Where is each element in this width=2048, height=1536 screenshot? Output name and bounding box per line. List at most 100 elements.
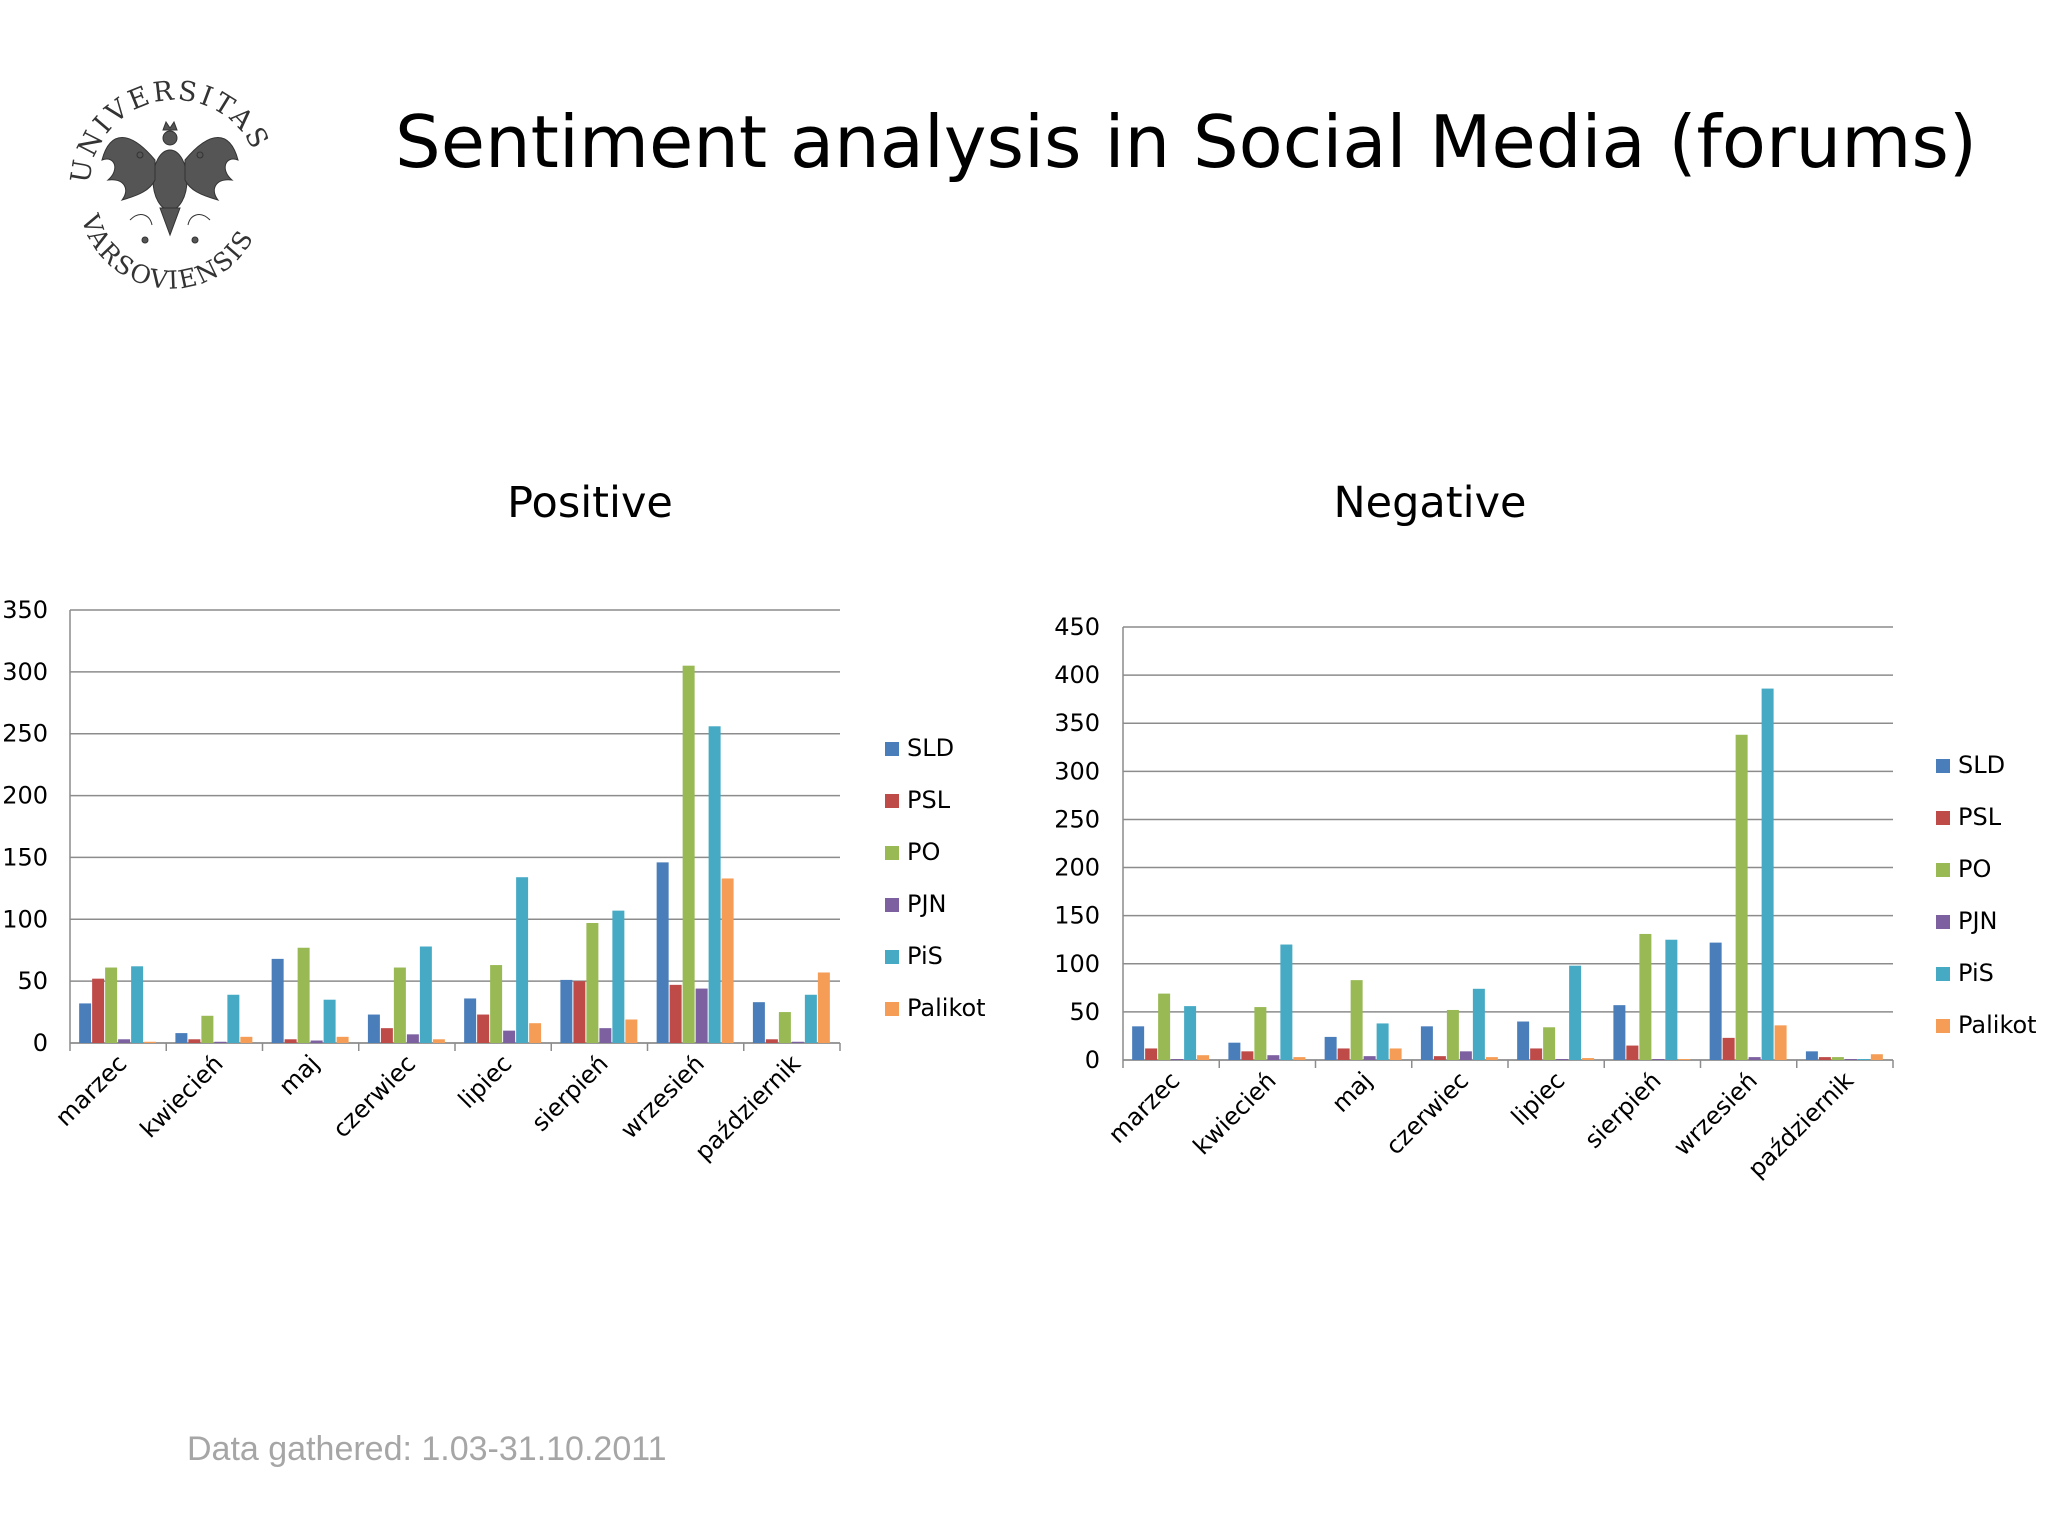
legend-label-pis: PiS — [907, 942, 943, 970]
bar-sld-pazdziernik — [752, 1002, 765, 1043]
bar-palikot-pazdziernik — [1870, 1054, 1883, 1060]
slide-title: Sentiment analysis in Social Media (foru… — [395, 100, 1977, 184]
legend-label-sld: SLD — [1958, 751, 2005, 779]
bar-sld-lipiec — [464, 998, 477, 1043]
bar-po-sierpien — [1639, 933, 1652, 1060]
bar-pjn-pazdziernik — [1844, 1059, 1857, 1060]
y-tick-label: 400 — [1054, 661, 1100, 689]
bar-psl-sierpien — [1626, 1045, 1639, 1060]
bar-psl-maj — [284, 1039, 297, 1043]
footnote: Data gathered: 1.03-31.10.2011 — [187, 1430, 667, 1468]
x-category-label: czerwiec — [1380, 1066, 1474, 1160]
bar-po-kwiecien — [1254, 1007, 1267, 1060]
y-tick-label: 50 — [1069, 998, 1100, 1026]
bar-sld-sierpien — [1613, 1005, 1626, 1060]
bar-pjn-pazdziernik — [791, 1041, 804, 1043]
legend-swatch-po — [1936, 863, 1950, 877]
bar-psl-pazdziernik — [765, 1039, 778, 1043]
legend-swatch-sld — [1936, 759, 1950, 773]
bar-pis-kwiecien — [1280, 944, 1293, 1060]
bar-psl-czerwiec — [380, 1028, 393, 1043]
bar-sld-wrzesien — [1709, 942, 1722, 1060]
legend-swatch-pjn — [885, 898, 899, 912]
bar-psl-wrzesien — [1722, 1037, 1735, 1060]
y-tick-label: 250 — [1054, 805, 1100, 833]
bar-sld-wrzesien — [656, 862, 669, 1043]
bar-psl-kwiecien — [188, 1039, 201, 1043]
bar-palikot-sierpien — [625, 1019, 638, 1043]
bar-pis-lipiec — [516, 877, 529, 1043]
bar-pis-sierpien — [1665, 939, 1678, 1060]
university-seal-logo: UNIVERSITAS VARSOVIENSIS — [65, 75, 272, 295]
bar-psl-lipiec — [1530, 1048, 1543, 1060]
bar-psl-sierpien — [573, 981, 586, 1043]
bar-po-maj — [1350, 980, 1363, 1060]
bar-sld-czerwiec — [367, 1014, 380, 1043]
bar-pis-kwiecien — [227, 994, 240, 1043]
bar-sld-sierpien — [560, 979, 573, 1043]
bar-pjn-marzec — [118, 1039, 131, 1043]
bar-po-marzec — [105, 967, 118, 1043]
legend-swatch-palikot — [885, 1002, 899, 1016]
legend-swatch-psl — [1936, 811, 1950, 825]
bar-po-pazdziernik — [778, 1012, 791, 1043]
bar-po-maj — [297, 947, 310, 1043]
eagle-crest-icon — [101, 120, 239, 244]
legend-label-sld: SLD — [907, 734, 954, 762]
bar-palikot-marzec — [144, 1041, 157, 1043]
bar-pis-maj — [323, 999, 336, 1043]
bar-sld-kwiecien — [1228, 1042, 1241, 1060]
legend-label-psl: PSL — [907, 786, 951, 814]
bar-pjn-wrzesien — [695, 988, 708, 1043]
legend-swatch-sld — [885, 742, 899, 756]
bar-palikot-sierpien — [1678, 1059, 1691, 1060]
bar-sld-marzec — [1132, 1026, 1145, 1060]
bar-pis-sierpien — [612, 910, 625, 1043]
bar-pis-wrzesien — [708, 726, 721, 1043]
y-tick-label: 150 — [2, 843, 48, 871]
bar-palikot-kwiecien — [240, 1036, 253, 1043]
bar-pis-pazdziernik — [804, 994, 817, 1043]
bar-palikot-kwiecien — [1293, 1057, 1306, 1060]
bar-pis-marzec — [1184, 1006, 1197, 1060]
bar-po-wrzesien — [1735, 734, 1748, 1060]
bar-psl-kwiecien — [1241, 1051, 1254, 1060]
bar-po-lipiec — [490, 965, 503, 1043]
bar-pis-wrzesien — [1761, 688, 1774, 1060]
bar-pjn-maj — [1363, 1056, 1376, 1060]
bar-po-kwiecien — [201, 1015, 214, 1043]
chart-positive-title: Positive — [507, 478, 673, 528]
bar-pjn-sierpien — [1652, 1059, 1665, 1060]
x-category-label: wrzesień — [1668, 1066, 1763, 1161]
bar-palikot-maj — [336, 1036, 349, 1043]
chart-negative-title: Negative — [1333, 478, 1527, 528]
legend-swatch-psl — [885, 794, 899, 808]
bar-pis-maj — [1376, 1023, 1389, 1060]
bar-sld-marzec — [79, 1003, 92, 1043]
bar-psl-maj — [1337, 1048, 1350, 1060]
y-tick-label: 100 — [1054, 950, 1100, 978]
bar-palikot-wrzesien — [721, 878, 734, 1043]
y-tick-label: 450 — [1054, 613, 1100, 641]
bar-po-lipiec — [1543, 1027, 1556, 1060]
y-tick-label: 300 — [1054, 757, 1100, 785]
bar-pis-czerwiec — [419, 946, 432, 1043]
bar-pjn-kwiecien — [214, 1041, 227, 1043]
bar-psl-czerwiec — [1433, 1056, 1446, 1060]
bar-pjn-wrzesien — [1748, 1057, 1761, 1060]
legend-label-pis: PiS — [1958, 959, 1994, 987]
bar-po-wrzesien — [682, 665, 695, 1043]
y-tick-label: 350 — [2, 596, 48, 624]
bar-po-czerwiec — [1446, 1009, 1459, 1060]
bar-palikot-marzec — [1197, 1055, 1210, 1060]
legend-swatch-palikot — [1936, 1019, 1950, 1033]
bar-palikot-wrzesien — [1774, 1025, 1787, 1060]
legend-label-palikot: Palikot — [907, 994, 986, 1022]
bar-pjn-czerwiec — [1459, 1051, 1472, 1060]
y-tick-label: 200 — [2, 782, 48, 810]
bar-palikot-pazdziernik — [817, 972, 830, 1043]
legend-label-po: PO — [907, 838, 940, 866]
legend-swatch-pis — [1936, 967, 1950, 981]
legend-label-pjn: PJN — [907, 890, 947, 918]
